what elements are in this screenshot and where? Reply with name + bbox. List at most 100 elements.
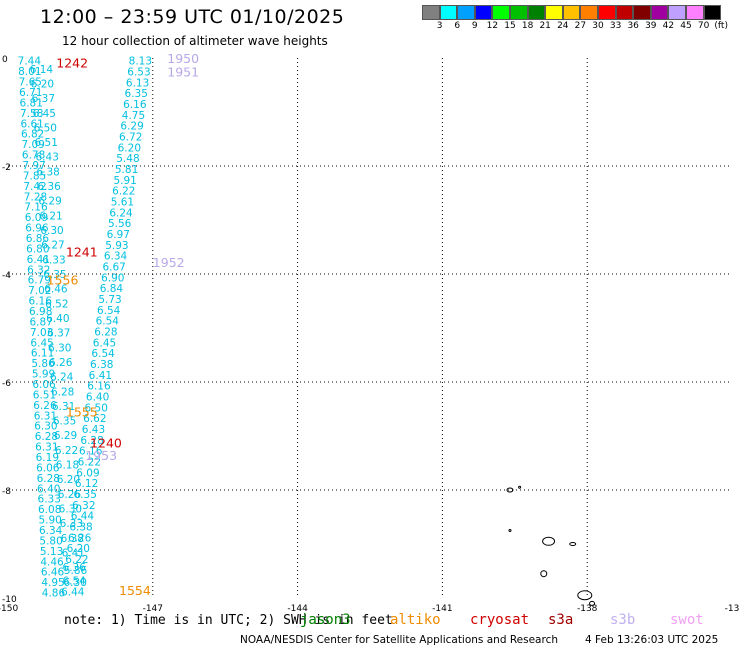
wave-height-label: 6.54	[96, 316, 120, 328]
wave-height-label: 6.16	[123, 99, 147, 111]
wave-height-label: 5.13	[40, 546, 63, 558]
wave-height-label: 6.30	[59, 504, 82, 516]
wave-height-label: 6.45	[93, 337, 116, 349]
wave-height-label: 6.34	[104, 251, 128, 263]
x-tick-label: -138	[577, 604, 598, 614]
wave-height-label: 6.32	[72, 500, 95, 512]
wave-height-label: 5.61	[111, 197, 134, 209]
wave-height-label: 7.02	[28, 285, 51, 297]
scale-swatch	[597, 5, 616, 20]
wave-height-label: 5.86	[64, 565, 88, 577]
credit-text: NOAA/NESDIS Center for Satellite Applica…	[240, 634, 558, 646]
wave-height-label: 6.51	[33, 389, 56, 401]
scale-label: 24	[557, 21, 569, 31]
wave-height-label: 6.29	[120, 121, 143, 133]
wave-height-label: 6.34	[39, 525, 63, 537]
wave-height-label: 5.56	[108, 218, 132, 230]
wave-height-label: 8.01	[18, 66, 41, 78]
satellite-legend-s3a: s3a	[548, 612, 574, 628]
wave-height-label: 6.54	[91, 348, 115, 360]
island-outline	[508, 529, 512, 532]
wave-height-label: 6.28	[51, 386, 74, 398]
wave-height-label: 6.41	[62, 547, 85, 559]
wave-height-label: 6.22	[112, 186, 135, 198]
wave-height-label: 6.84	[100, 283, 124, 295]
wave-height-label: 6.43	[36, 152, 59, 164]
wave-height-label: 6.71	[19, 87, 42, 99]
wave-height-label: 6.51	[35, 137, 58, 149]
wave-height-label: 6.90	[101, 272, 124, 284]
wave-height-label: 6.16	[29, 296, 53, 308]
pass-time-label: 1556	[47, 272, 79, 287]
pass-time-label: 1241	[66, 244, 98, 259]
wave-height-label: 6.20	[118, 142, 141, 154]
wave-height-label: 6.12	[75, 478, 98, 490]
pass-time-label: 1242	[56, 55, 88, 70]
wave-height-label: 6.44	[61, 587, 85, 599]
wave-height-label: 7.58	[20, 108, 43, 120]
wave-height-label: 6.32	[27, 264, 50, 276]
island-outline	[569, 542, 577, 546]
scale-label: 18	[521, 21, 534, 31]
wave-height-label: 6.35	[74, 489, 97, 501]
wave-height-label: 7.16	[24, 202, 48, 214]
wave-height-label: 6.33	[42, 254, 65, 266]
wave-height-label: 7.85	[23, 170, 46, 182]
wave-height-label: 6.40	[46, 313, 69, 325]
wave-height-label: 6.18	[56, 460, 79, 472]
wave-height-label: 6.28	[94, 327, 117, 339]
wave-height-label: 6.54	[62, 576, 86, 588]
pass-time-label: 1555	[66, 405, 98, 420]
wave-height-label: 4.95	[41, 577, 64, 589]
wave-height-label: 6.82	[21, 129, 44, 141]
wave-height-label: 4.46	[40, 556, 64, 568]
wave-height-label: 6.72	[119, 132, 142, 144]
wave-height-label: 6.22	[55, 445, 78, 457]
wave-height-label: 6.31	[52, 401, 75, 413]
wave-height-label: 6.06	[36, 462, 60, 474]
wave-height-label: 6.40	[37, 483, 60, 495]
scale-swatch	[562, 5, 581, 20]
wave-height-label: 6.08	[38, 504, 61, 516]
x-tick-label: -13	[725, 604, 740, 614]
scale-label: 3	[436, 21, 443, 31]
wave-height-label: 6.67	[102, 262, 125, 274]
wave-height-label: 6.30	[34, 421, 57, 433]
scale-label: 45	[680, 21, 692, 31]
wave-height-label: 6.22	[78, 457, 101, 469]
wave-height-label: 6.20	[57, 474, 80, 486]
wave-height-label: 6.40	[86, 392, 109, 404]
island-outline	[540, 570, 548, 578]
wave-height-label: 6.27	[41, 240, 64, 252]
wave-height-label: 6.09	[25, 212, 48, 224]
wave-height-label: 6.96	[25, 223, 49, 235]
wave-height-label: 6.28	[37, 473, 60, 485]
pass-time-label: 1240	[90, 435, 122, 450]
wave-height-label: 6.20	[67, 543, 90, 555]
wave-height-label: 6.41	[89, 370, 112, 382]
satellite-legend-cryosat: cryosat	[470, 612, 530, 628]
wave-height-label: 6.62	[83, 413, 106, 425]
island-outline	[577, 590, 593, 601]
wave-height-label: 6.16	[87, 381, 111, 393]
scale-label: 42	[662, 21, 675, 31]
scale-swatch	[580, 5, 598, 20]
satellite-legend-s3b: s3b	[610, 612, 636, 628]
satellite-legend-jason3: jason3	[300, 612, 351, 628]
wave-height-label: 6.24	[50, 372, 74, 384]
y-tick-label: -10	[2, 595, 17, 605]
scale-label: 36	[627, 21, 639, 31]
wave-height-label: 6.14	[30, 64, 54, 76]
wave-height-color-scale	[422, 5, 722, 20]
island-outline	[589, 600, 596, 606]
wave-height-label: 6.87	[29, 316, 52, 328]
scale-swatch	[633, 5, 651, 20]
island-outline	[542, 536, 556, 546]
satellite-legend-altiko: altiko	[390, 612, 441, 628]
scale-label: 12	[486, 21, 499, 31]
wave-height-label: 4.86	[42, 588, 66, 600]
y-tick-label: -6	[2, 379, 11, 389]
scale-swatch	[527, 5, 546, 20]
scale-swatch	[615, 5, 634, 20]
scale-swatch	[650, 5, 669, 20]
